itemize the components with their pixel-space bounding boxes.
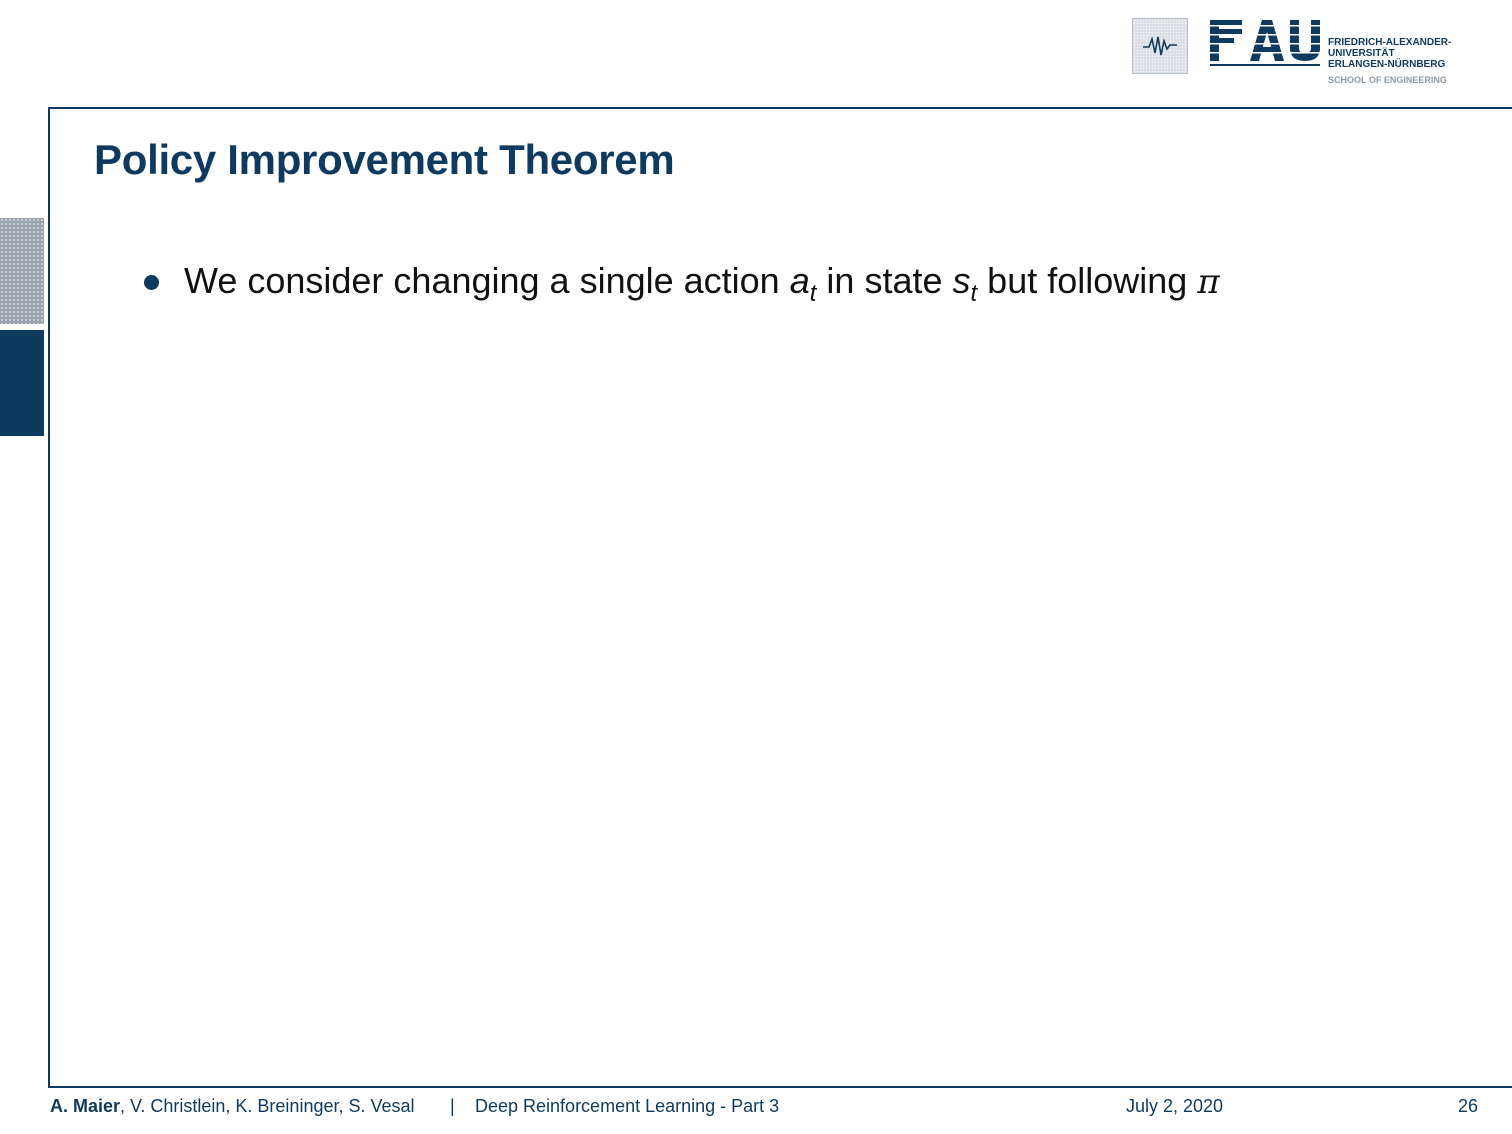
footer-separator: | [450, 1096, 455, 1116]
footer-authors: A. Maier, V. Christlein, K. Breininger, … [50, 1096, 415, 1117]
slide-title: Policy Improvement Theorem [94, 136, 675, 183]
frame-top-line [48, 107, 1512, 109]
fau-logo: FRIEDRICH-ALEXANDER- UNIVERSITÄT ERLANGE… [1132, 18, 1462, 88]
school-name: SCHOOL OF ENGINEERING [1328, 75, 1447, 85]
math-a-t: at [789, 260, 817, 306]
side-nav-block-upper [0, 218, 44, 324]
bullet-icon [144, 275, 159, 290]
university-name: FRIEDRICH-ALEXANDER- UNIVERSITÄT ERLANGE… [1328, 37, 1451, 70]
university-line: ERLANGEN-NÜRNBERG [1328, 59, 1446, 70]
footer-course: Deep Reinforcement Learning - Part 3 [475, 1096, 780, 1116]
math-subscript: t [970, 280, 978, 307]
math-s-t: st [952, 260, 978, 306]
other-authors: , V. Christlein, K. Breininger, S. Vesal [120, 1096, 415, 1116]
university-line: FRIEDRICH-ALEXANDER- [1328, 37, 1452, 48]
footer: A. Maier, V. Christlein, K. Breininger, … [0, 1096, 1512, 1120]
text-segment: in state [816, 260, 953, 301]
fau-wordmark [1210, 20, 1320, 66]
bullet-text: We consider changing a single action at … [184, 258, 1220, 306]
frame-left-line [48, 107, 50, 1088]
math-subscript: t [809, 280, 817, 307]
text-segment: but following [977, 260, 1198, 301]
side-nav-block-lower [0, 330, 44, 436]
frame-bottom-line [48, 1086, 1512, 1088]
footer-date: July 2, 2020 [1126, 1096, 1224, 1116]
seal-icon [1132, 18, 1188, 74]
lead-author: A. Maier [50, 1096, 121, 1116]
footer-page-number: 26 [1458, 1096, 1479, 1116]
math-variable: a [789, 260, 810, 301]
text-segment: We consider changing a single action [184, 260, 790, 301]
math-pi: π [1197, 262, 1220, 302]
math-variable: s [952, 260, 971, 301]
university-line: UNIVERSITÄT [1328, 48, 1395, 59]
